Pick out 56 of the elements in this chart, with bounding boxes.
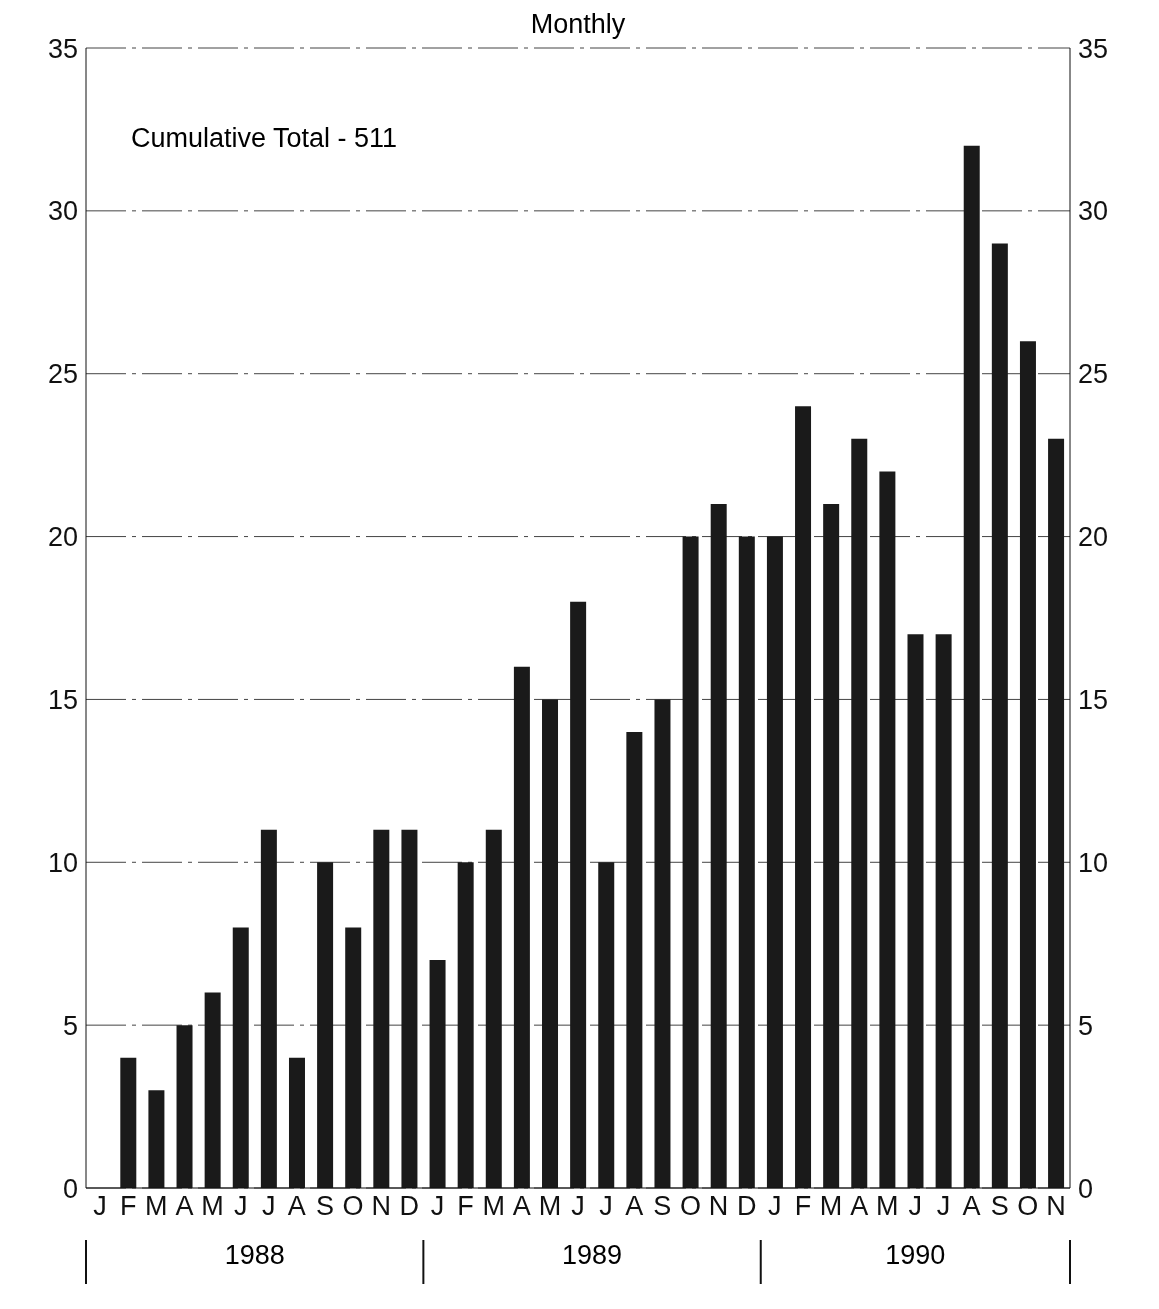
x-tick-label: D: [399, 1191, 420, 1222]
x-tick-label: J: [571, 1191, 585, 1222]
x-tick-label: A: [287, 1191, 306, 1222]
x-tick-label: N: [371, 1191, 391, 1222]
x-tick-label: J: [430, 1191, 445, 1222]
y2-tick-label: 5: [1078, 1010, 1094, 1041]
y2-tick-label: 15: [1078, 685, 1109, 716]
x-tick-label: F: [794, 1191, 812, 1222]
x-tick-label: N: [708, 1191, 729, 1222]
x-tick-label: M: [876, 1191, 899, 1222]
x-tick-label: S: [990, 1191, 1009, 1222]
x-tick-label: A: [175, 1191, 194, 1222]
y-tick-label: 15: [47, 685, 78, 716]
x-tick-label: J: [93, 1191, 107, 1222]
x-tick-label: A: [962, 1191, 981, 1222]
x-tick-label: M: [819, 1191, 843, 1222]
y2-tick-label: 30: [1078, 196, 1109, 227]
x-tick-label: N: [1046, 1191, 1066, 1222]
y-tick-label: 20: [47, 522, 78, 553]
y2-tick-label: 25: [1078, 359, 1109, 390]
x-tick-label: A: [512, 1191, 531, 1222]
x-tick-label: J: [936, 1191, 951, 1222]
y-tick-label: 0: [62, 1173, 78, 1204]
x-tick-label: J: [599, 1191, 613, 1222]
y2-tick-label: 35: [1078, 33, 1109, 64]
y2-tick-label: 10: [1078, 847, 1109, 878]
y-tick-label: 30: [47, 196, 78, 227]
x-tick-label: S: [653, 1191, 672, 1222]
x-tick-label: O: [1017, 1191, 1039, 1222]
y-tick-label: 10: [47, 847, 78, 878]
x-tick-label: J: [768, 1191, 782, 1222]
x-tick-label: D: [736, 1191, 757, 1222]
chart-title: Monthly: [530, 9, 626, 39]
x-tick-label: F: [119, 1191, 137, 1222]
y-tick-label: 35: [47, 33, 78, 64]
text: 1990: [884, 1240, 947, 1271]
text: 1988: [223, 1240, 286, 1271]
x-tick-label: A: [625, 1191, 644, 1222]
x-tick-label: O: [679, 1191, 701, 1222]
x-tick-label: F: [457, 1191, 474, 1222]
x-tick-label: A: [850, 1191, 869, 1222]
x-tick-label: M: [482, 1191, 505, 1222]
x-tick-label: J: [233, 1191, 248, 1222]
annotation: Cumulative Total - 511: [131, 123, 398, 154]
y-tick-label: 25: [47, 359, 78, 390]
x-tick-label: O: [342, 1191, 364, 1222]
x-tick-label: M: [538, 1191, 562, 1222]
y2-tick-label: 0: [1078, 1173, 1094, 1204]
x-tick-label: J: [908, 1191, 923, 1222]
x-tick-label: M: [201, 1191, 224, 1222]
y2-tick-label: 20: [1078, 522, 1109, 553]
x-tick-label: J: [261, 1191, 276, 1222]
text: 1989: [561, 1240, 624, 1271]
y-tick-label: 5: [62, 1010, 78, 1041]
x-tick-label: M: [145, 1191, 168, 1222]
x-tick-label: S: [315, 1191, 334, 1222]
